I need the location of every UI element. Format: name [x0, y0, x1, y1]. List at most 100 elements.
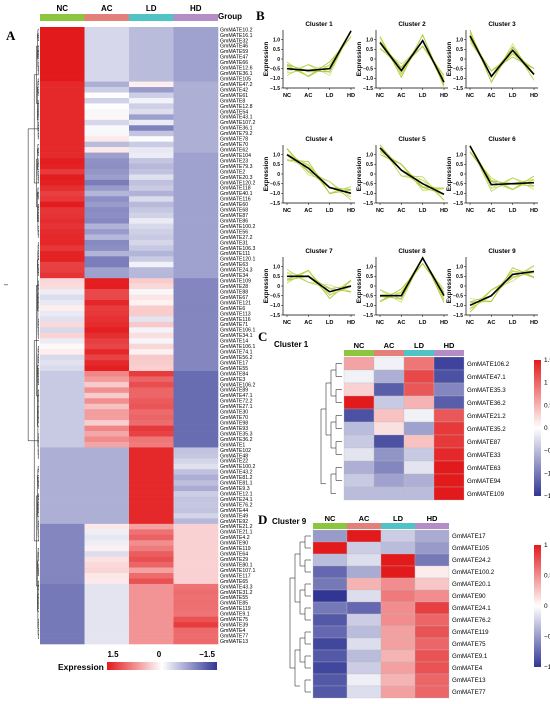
gene-label: GmMATE40.1	[220, 191, 253, 197]
heat-cell	[129, 491, 174, 497]
cluster-mean-line	[469, 145, 535, 186]
panel-a-group-title: Group	[218, 12, 242, 21]
y-axis-label: Expression	[446, 157, 453, 192]
x-tick-label: NC	[466, 93, 474, 99]
gene-label: GmMATE62	[220, 147, 248, 153]
gene-label: GmMATE81.1	[220, 481, 253, 487]
y-axis-label: Expression	[263, 42, 270, 77]
heat-cell	[40, 54, 85, 61]
heat-cell	[173, 343, 219, 350]
x-tick-label: AC	[304, 93, 312, 99]
heat-cell	[40, 185, 85, 192]
y-tick-label: −1.5	[363, 201, 373, 207]
gene-label: GmMATE100.2	[452, 569, 495, 576]
heat-cell	[173, 223, 219, 230]
heat-cell	[173, 54, 219, 61]
gene-label: GmMATE106.3	[220, 246, 255, 252]
heat-cell	[84, 283, 130, 290]
heat-cell	[173, 502, 219, 508]
cluster-title: Cluster 2	[398, 21, 426, 28]
group-label-ac: AC	[359, 514, 370, 523]
heat-cell	[40, 141, 85, 148]
group-bar-nc	[40, 14, 85, 21]
heat-cell	[129, 327, 174, 334]
heat-cell	[173, 512, 219, 519]
heat-cell	[403, 434, 435, 449]
gene-label: GmMATE66	[220, 60, 248, 66]
heat-cell	[343, 369, 375, 384]
x-tick-label: NC	[283, 93, 291, 99]
heat-cell	[84, 163, 130, 170]
heat-cell	[312, 529, 348, 543]
heat-cell	[84, 207, 130, 213]
heat-cell	[173, 130, 219, 137]
heat-cell	[84, 485, 130, 492]
heat-cell	[173, 245, 219, 252]
heat-cell	[129, 87, 174, 93]
heat-cell	[40, 207, 85, 213]
heat-cell	[433, 434, 465, 449]
gene-label: GmMATE21.2	[467, 413, 506, 420]
heat-cell	[84, 278, 130, 284]
gene-label: GmMATE72.2	[220, 399, 253, 405]
heat-cell	[129, 234, 174, 241]
heat-cell	[40, 278, 85, 284]
heat-cell	[343, 447, 375, 462]
heat-cell	[173, 534, 219, 541]
heat-cell	[129, 300, 174, 306]
heat-cell	[40, 638, 85, 645]
gene-label: GmMATE55	[220, 366, 248, 372]
heat-cell	[414, 529, 450, 543]
heat-cell	[84, 158, 130, 164]
heat-cell	[129, 518, 174, 525]
heat-cell	[84, 332, 130, 339]
heat-cell	[346, 577, 382, 591]
heat-cell	[129, 480, 174, 486]
heat-cell	[173, 616, 219, 623]
heat-cell	[84, 125, 130, 132]
heat-cell	[373, 382, 405, 397]
heat-cell	[129, 420, 174, 426]
gene-label: GmMATE76.2	[452, 617, 491, 624]
heat-cell	[129, 245, 174, 252]
gene-label: GmMATE35.2	[467, 426, 506, 433]
heat-cell	[129, 256, 174, 263]
heat-cell	[129, 136, 174, 142]
heat-cell	[173, 551, 219, 557]
heat-cell	[40, 431, 85, 437]
heat-cell	[84, 250, 130, 257]
heat-cell	[173, 185, 219, 192]
x-tick-label: LD	[509, 320, 516, 326]
heat-cell	[173, 76, 219, 82]
heat-cell	[312, 541, 348, 555]
heat-cell	[84, 436, 130, 443]
heat-cell	[129, 65, 174, 71]
y-axis-label: Expression	[356, 269, 363, 304]
heat-cell	[40, 392, 85, 399]
gene-label: GmMATE85	[220, 601, 248, 607]
x-tick-label: AC	[487, 320, 495, 326]
heat-cell	[173, 507, 219, 514]
heat-cell	[129, 294, 174, 301]
heat-cell	[129, 502, 174, 508]
heat-cell	[433, 447, 465, 462]
gene-profile-line	[286, 275, 352, 292]
heat-cell	[173, 480, 219, 486]
heat-cell	[414, 565, 450, 579]
heat-cell	[173, 87, 219, 93]
group-label-ld: LD	[393, 514, 404, 523]
heat-cell	[40, 447, 85, 454]
heat-cell	[312, 625, 348, 639]
heat-cell	[173, 267, 219, 274]
heat-cell	[173, 485, 219, 492]
legend-colorbar	[534, 360, 541, 496]
gene-label: GmMATE70	[220, 142, 248, 148]
heat-cell	[173, 196, 219, 203]
cluster-chart-6: Cluster 6 1.0 0.5 0 −0.5 −1.0 −1.5 Expression NC…	[446, 136, 538, 214]
heat-cell	[380, 625, 416, 639]
heat-cell	[173, 425, 219, 432]
gene-label: GmMATE94	[467, 478, 501, 485]
gene-label: GmMATE9.1	[452, 653, 488, 660]
heat-cell	[343, 382, 375, 397]
legend-colorbar	[107, 662, 217, 670]
